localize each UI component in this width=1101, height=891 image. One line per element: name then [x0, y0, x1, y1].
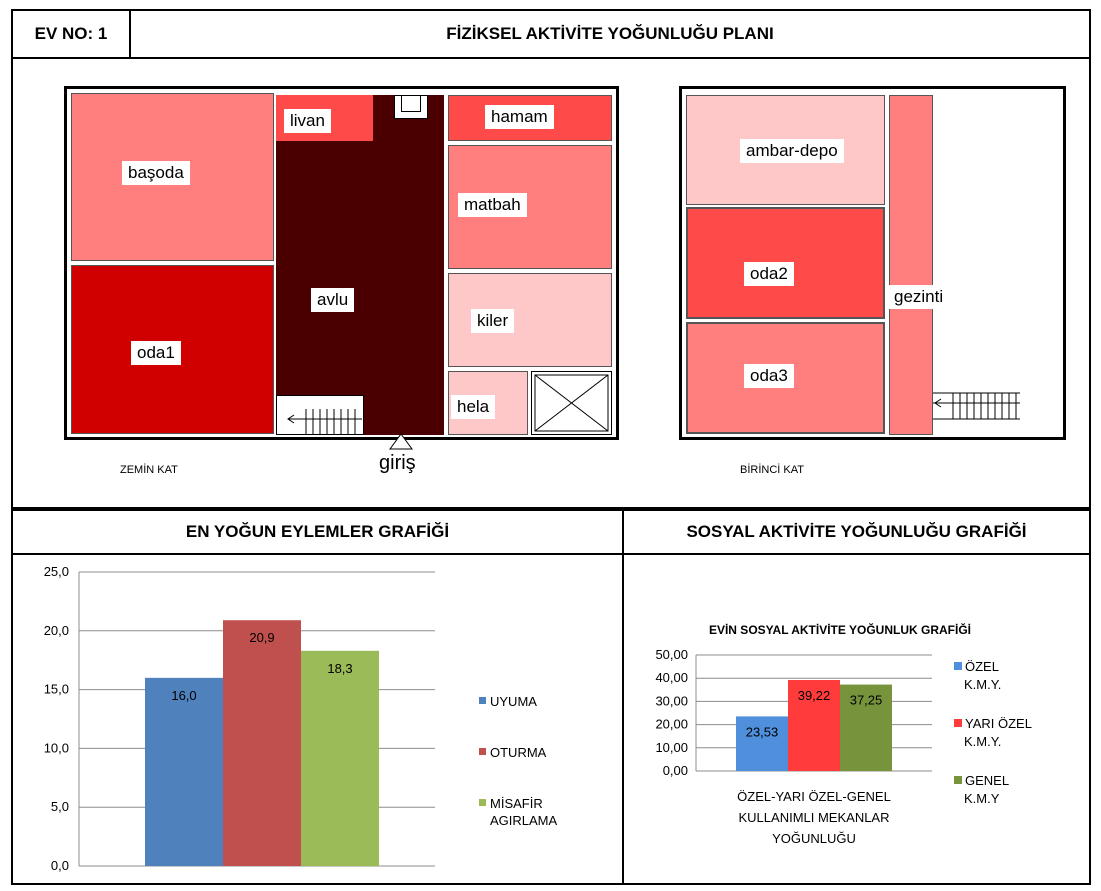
bar-3 [301, 650, 379, 866]
y-tick-label: 10,00 [655, 740, 688, 755]
y-tick-label: 25,0 [44, 564, 69, 579]
ground-floor-plan: başoda oda1 livan avlu hamam matbah kile… [64, 86, 619, 440]
chart-activities: 0,0 5,0 10,0 15,0 20,0 25,0 16,0 20,9 18,3 UYUMA O… [44, 564, 558, 873]
first-floor-plan: ambar-depo oda2 oda3 gezinti [679, 86, 1066, 440]
y-tick-label: 15,0 [44, 682, 69, 697]
label-oda1: oda1 [131, 341, 181, 365]
plan-area [11, 57, 1091, 509]
label-oda3: oda3 [744, 364, 794, 388]
legend-label: AGIRLAMA [490, 813, 558, 828]
label-ambar-depo: ambar-depo [740, 139, 844, 163]
x-axis-label: KULLANIMLI MEKANLAR [739, 810, 890, 825]
section-title-social: SOSYAL AKTİVİTE YOĞUNLUĞU GRAFİĞİ [622, 509, 1091, 555]
entrance-arrow-icon [389, 433, 413, 450]
data-label: 37,25 [850, 693, 883, 708]
label-kiler: kiler [471, 309, 515, 333]
label-hela: hela [451, 395, 496, 419]
label-hamam: hamam [485, 105, 554, 129]
bar-3 [840, 684, 892, 771]
first-floor-caption: BİRİNCİ KAT [740, 464, 804, 476]
bar-1 [145, 677, 223, 866]
y-tick-label: 5,0 [51, 799, 69, 814]
label-oda2: oda2 [744, 262, 794, 286]
stairs-icon [276, 395, 364, 435]
label-basoda: başoda [122, 161, 190, 185]
legend-label: YARI ÖZEL [965, 716, 1032, 731]
x-axis-label: ÖZEL-YARI ÖZEL-GENEL [737, 789, 891, 804]
y-tick-label: 0,00 [663, 763, 688, 778]
y-tick-label: 0,0 [51, 858, 69, 873]
label-matbah: matbah [458, 193, 527, 217]
room-gezinti [889, 95, 933, 435]
y-tick-label: 50,00 [655, 647, 688, 662]
stairs-icon-upper [933, 379, 1020, 435]
data-label: 18,3 [327, 661, 352, 676]
fireplace-icon [394, 95, 428, 119]
label-livan: livan [284, 109, 331, 133]
legend-swatch [954, 776, 962, 784]
chart-social: EVİN SOSYAL AKTİVİTE YOĞUNLUK GRAFİĞİ 0,0… [655, 622, 1032, 846]
legend-swatch [954, 719, 962, 727]
legend-label: K.M.Y. [964, 677, 1001, 692]
legend-label: MİSAFİR [490, 796, 543, 811]
label-gezinti: gezinti [888, 285, 950, 309]
chart-title: EVİN SOSYAL AKTİVİTE YOĞUNLUK GRAFİĞİ [709, 622, 971, 637]
y-tick-label: 10,0 [44, 740, 69, 755]
legend-swatch [954, 662, 962, 670]
y-tick-label: 30,00 [655, 693, 688, 708]
data-label: 23,53 [746, 724, 779, 739]
page-title: FİZİKSEL AKTİVİTE YOĞUNLUĞU PLANI [129, 9, 1091, 59]
ground-floor-caption: ZEMİN KAT [120, 464, 178, 476]
legend-label: K.M.Y [964, 791, 1000, 806]
data-label: 39,22 [798, 688, 831, 703]
bar-2 [788, 680, 840, 771]
bar-2 [223, 620, 301, 866]
data-label: 16,0 [171, 688, 196, 703]
chart-box-social [622, 553, 1091, 885]
shaft-box [531, 371, 612, 435]
legend-label: K.M.Y. [964, 734, 1001, 749]
y-tick-label: 40,00 [655, 670, 688, 685]
legend-swatch [479, 697, 486, 704]
legend-label: OTURMA [490, 745, 547, 760]
y-tick-label: 20,0 [44, 623, 69, 638]
data-label: 20,9 [249, 630, 274, 645]
room-avlu [276, 95, 444, 435]
legend-label: UYUMA [490, 694, 537, 709]
label-avlu: avlu [311, 288, 355, 312]
legend-swatch [479, 748, 486, 755]
legend-swatch [479, 799, 486, 806]
room-matbah [448, 145, 612, 269]
legend-label: GENEL [965, 773, 1009, 788]
ev-no-label: EV NO: 1 [11, 9, 131, 59]
section-title-activities: EN YOĞUN EYLEMLER GRAFİĞİ [11, 509, 624, 555]
bar-1 [736, 716, 788, 771]
legend-label: ÖZEL [965, 659, 999, 674]
entrance-label: giriş [379, 452, 416, 474]
y-tick-label: 20,00 [655, 717, 688, 732]
x-axis-label: YOĞUNLUĞU [772, 831, 856, 846]
